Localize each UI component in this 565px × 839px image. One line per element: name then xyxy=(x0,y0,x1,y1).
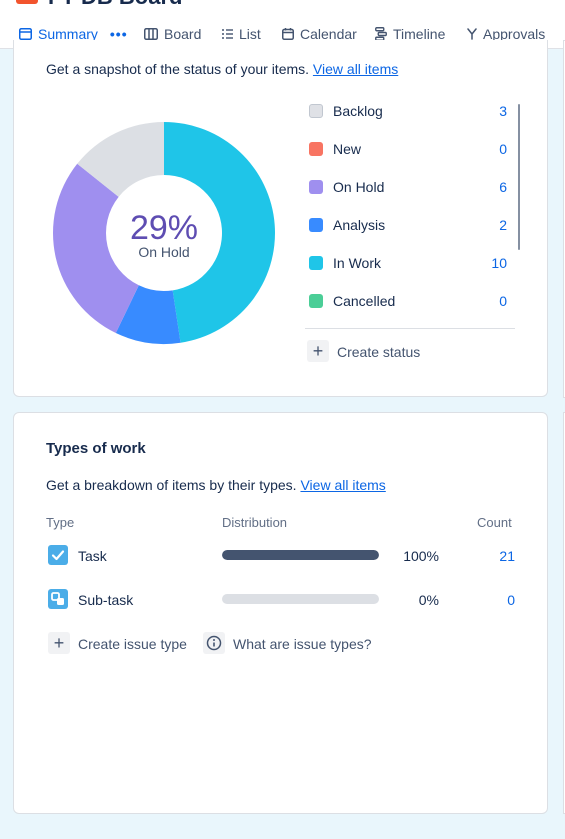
legend-count[interactable]: 10 xyxy=(491,255,507,271)
types-of-work-description-text: Get a breakdown of items by their types. xyxy=(46,477,297,493)
column-header-type: Type xyxy=(46,515,75,530)
board-icon xyxy=(144,28,158,40)
tab-calendar-label: Calendar xyxy=(300,26,357,42)
donut-center-label: On Hold xyxy=(138,244,189,260)
legend-label: On Hold xyxy=(333,179,385,195)
legend-swatch xyxy=(309,142,323,156)
legend-count[interactable]: 2 xyxy=(499,217,507,233)
tab-board[interactable]: Board xyxy=(144,24,201,44)
types-of-work-title: Types of work xyxy=(46,440,146,457)
status-donut-chart: 29% On Hold xyxy=(52,122,276,344)
legend-scrollbar[interactable] xyxy=(518,104,520,250)
list-icon xyxy=(222,29,233,39)
legend-label: Cancelled xyxy=(333,293,396,309)
legend-item-analysis[interactable]: Analysis 2 xyxy=(309,217,509,237)
tab-approvals[interactable]: Approvals xyxy=(467,24,545,44)
approvals-icon xyxy=(467,28,477,40)
create-issue-type-button[interactable]: Create issue type xyxy=(78,636,187,652)
timeline-icon xyxy=(375,27,387,41)
summary-icon xyxy=(19,28,32,40)
info-icon[interactable] xyxy=(203,632,225,654)
percent-task: 100% xyxy=(403,548,439,564)
legend-item-on-hold[interactable]: On Hold 6 xyxy=(309,179,509,199)
what-are-issue-types-link[interactable]: What are issue types? xyxy=(233,636,372,652)
tab-summary-label: Summary xyxy=(38,26,98,42)
legend-divider xyxy=(305,328,515,329)
adjacent-card-edge xyxy=(563,412,565,814)
legend-label: In Work xyxy=(333,255,381,271)
legend-swatch xyxy=(309,180,323,194)
distribution-bar-fill-task xyxy=(222,550,379,560)
types-of-work-card xyxy=(13,412,548,814)
view-all-items-types-link[interactable]: View all items xyxy=(300,477,386,493)
project-title: FT DB Board xyxy=(48,0,182,10)
calendar-icon xyxy=(282,28,294,40)
create-status-plus-icon[interactable]: + xyxy=(307,340,329,362)
tab-board-label: Board xyxy=(164,26,202,42)
legend-swatch xyxy=(309,256,323,270)
adjacent-card-edge xyxy=(563,40,565,398)
tab-timeline-label: Timeline xyxy=(393,26,446,42)
donut-center-value: 29% xyxy=(130,209,198,247)
legend-label: New xyxy=(333,141,362,157)
legend-label: Analysis xyxy=(333,217,386,233)
more-icon[interactable]: ••• xyxy=(109,26,128,42)
task-icon xyxy=(48,545,68,565)
create-issue-type-plus-icon[interactable]: + xyxy=(48,632,70,654)
donut-slice-analysis[interactable] xyxy=(115,285,181,344)
column-header-count: Count xyxy=(477,515,512,530)
status-overview-description-text: Get a snapshot of the status of your ite… xyxy=(46,61,310,77)
tab-timeline[interactable]: Timeline xyxy=(375,24,445,44)
column-header-distribution: Distribution xyxy=(222,515,288,530)
legend-swatch xyxy=(309,218,323,232)
tab-calendar[interactable]: Calendar xyxy=(282,24,357,44)
percent-subtask: 0% xyxy=(418,592,439,608)
view-all-items-link[interactable]: View all items xyxy=(312,61,399,77)
legend-item-backlog[interactable]: Backlog 3 xyxy=(309,103,509,123)
tab-summary[interactable]: Summary ••• xyxy=(19,24,128,44)
count-subtask[interactable]: 0 xyxy=(507,592,515,608)
type-label-task[interactable]: Task xyxy=(78,548,107,564)
tab-list-label: List xyxy=(239,26,261,42)
distribution-bar-task xyxy=(222,550,379,560)
legend-item-cancelled[interactable]: Cancelled 0 xyxy=(309,293,509,313)
status-overview-description: Get a snapshot of the status of your ite… xyxy=(46,61,398,77)
legend-item-in-work[interactable]: In Work 10 xyxy=(309,255,509,275)
project-avatar-icon xyxy=(16,0,38,4)
legend-count[interactable]: 0 xyxy=(499,141,507,157)
create-status-button[interactable]: Create status xyxy=(337,344,421,360)
distribution-bar-subtask xyxy=(222,594,379,604)
legend-swatch xyxy=(309,294,323,308)
legend-swatch xyxy=(309,104,323,118)
legend-count[interactable]: 6 xyxy=(499,179,507,195)
tab-list[interactable]: List xyxy=(222,24,261,44)
types-of-work-description: Get a breakdown of items by their types.… xyxy=(46,477,386,493)
tab-approvals-label: Approvals xyxy=(483,26,546,42)
type-label-subtask[interactable]: Sub-task xyxy=(78,592,134,608)
donut-slice-in-work[interactable] xyxy=(164,122,276,343)
count-task[interactable]: 21 xyxy=(499,548,515,564)
legend-item-new[interactable]: New 0 xyxy=(309,141,509,161)
legend-count[interactable]: 3 xyxy=(499,103,507,119)
subtask-icon xyxy=(48,589,68,609)
donut-slice-on-hold[interactable] xyxy=(52,163,139,334)
legend-count[interactable]: 0 xyxy=(499,293,507,309)
legend-label: Backlog xyxy=(333,103,383,119)
donut-slice-backlog[interactable] xyxy=(77,122,164,197)
